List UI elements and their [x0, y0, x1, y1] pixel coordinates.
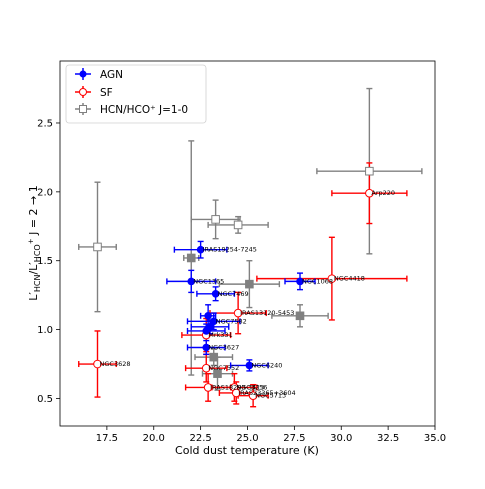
- hcn-hco-j-1-0-marker: [213, 369, 222, 378]
- sf-marker: [233, 308, 243, 318]
- x-tick-label: 35.0: [424, 433, 446, 444]
- hcn-hco-j-1-0-marker: [93, 242, 102, 252]
- sf-marker: [203, 383, 213, 392]
- point-label: NGC7469: [218, 290, 249, 298]
- x-tick-label: 22.5: [189, 433, 211, 444]
- legend-box: [65, 64, 207, 124]
- x-tick-label: 17.5: [96, 433, 118, 444]
- point-label: NGC3628: [100, 360, 131, 368]
- legend-marker-sf: [75, 86, 91, 98]
- y-axis-label: L′HCN/L′HCO+ J = 2 → 1: [27, 185, 42, 301]
- point-label: NGC4418: [334, 275, 365, 283]
- y-tick-label: 0.5: [37, 394, 53, 405]
- point-label: NGC7582: [216, 317, 247, 325]
- point-label: IRAS23365+3604: [238, 389, 295, 397]
- y-label-mid: /L′: [27, 262, 40, 275]
- point-label: NGC5713: [255, 392, 286, 400]
- x-tick-label: 27.5: [283, 433, 305, 444]
- agn-marker: [187, 277, 196, 286]
- legend-label-hcn-1-0: HCN/HCO⁺ J=1-0: [100, 104, 188, 116]
- point-label: NGC3256: [236, 383, 267, 391]
- agn-marker: [209, 317, 218, 326]
- y-label-tail: J = 2 → 1: [27, 185, 40, 238]
- point-label: NGC1365: [193, 277, 224, 285]
- hcn-hco-j-1-0-marker: [211, 215, 220, 224]
- y-label-main: L′: [27, 292, 40, 301]
- sf-marker: [248, 391, 258, 400]
- legend-label-sf: SF: [100, 87, 113, 99]
- x-axis: 17.5 20.0 22.5 25.0 27.5 30.0 32.5 35.0: [96, 426, 446, 444]
- agn-marker: [202, 327, 211, 335]
- x-tick-label: 25.0: [236, 433, 258, 444]
- point-label: IRAS13120-5453: [240, 309, 294, 317]
- point-label: NGC1068: [302, 277, 333, 285]
- point-label: IRAS18293-3413: [210, 383, 264, 391]
- x-tick-label: 30.0: [330, 433, 352, 444]
- markers-layer: [93, 166, 374, 400]
- y-tick-label: 1.0: [37, 325, 53, 336]
- y-tick-label: 2.5: [37, 118, 53, 129]
- sf-marker: [327, 274, 337, 283]
- y-label-sup: +: [27, 238, 35, 244]
- point-label: Arp220: [371, 189, 395, 197]
- x-axis-label: Cold dust temperature (K): [175, 444, 319, 457]
- agn-marker: [245, 361, 254, 370]
- agn-marker: [196, 245, 205, 254]
- legend-marker-hcn-1-0: [75, 103, 91, 115]
- sf-marker: [231, 388, 241, 398]
- point-label: NGC6240: [251, 361, 282, 369]
- hcn-hco-j-1-0-marker: [365, 166, 374, 176]
- legend: AGN SF HCN/HCO⁺ J=1-0: [65, 64, 207, 124]
- point-label: IRAS19254-7245: [203, 246, 257, 254]
- hcn-hco-j-1-0-marker: [245, 279, 254, 289]
- agn-marker: [211, 289, 220, 298]
- x-tick-label: 32.5: [377, 433, 399, 444]
- hcn-hco-j-1-0-marker: [295, 311, 305, 321]
- agn-marker: [204, 312, 212, 320]
- legend-label-agn: AGN: [100, 69, 123, 81]
- y-tick-label: 2.0: [37, 187, 53, 198]
- sf-marker: [365, 188, 374, 198]
- sf-marker: [93, 359, 102, 369]
- y-tick-label: 1.5: [37, 256, 53, 267]
- hcn-hco-j-1-0-marker: [233, 220, 243, 230]
- x-tick-label: 20.0: [143, 433, 165, 444]
- hcn-hco-j-1-0-marker: [209, 352, 219, 362]
- y-axis: 0.5 1.0 1.5 2.0 2.5: [37, 118, 60, 405]
- hcn-hco-j-1-0-marker: [186, 253, 196, 263]
- point-labels-layer: NGC3628 Arp220 NGC4418 IRAS13120-5453 Mrk331…: [100, 189, 396, 399]
- y-label-sub-hco: HCO: [33, 244, 42, 262]
- point-label: NGC7552: [208, 364, 239, 372]
- legend-marker-agn: [75, 68, 91, 80]
- point-label: Mrk331: [208, 331, 232, 339]
- agn-marker: [202, 343, 211, 352]
- point-label: NGC3627: [208, 343, 239, 351]
- sf-marker: [201, 363, 211, 373]
- y-label-sub-hcn: HCN: [33, 275, 42, 293]
- agn-marker: [296, 277, 304, 286]
